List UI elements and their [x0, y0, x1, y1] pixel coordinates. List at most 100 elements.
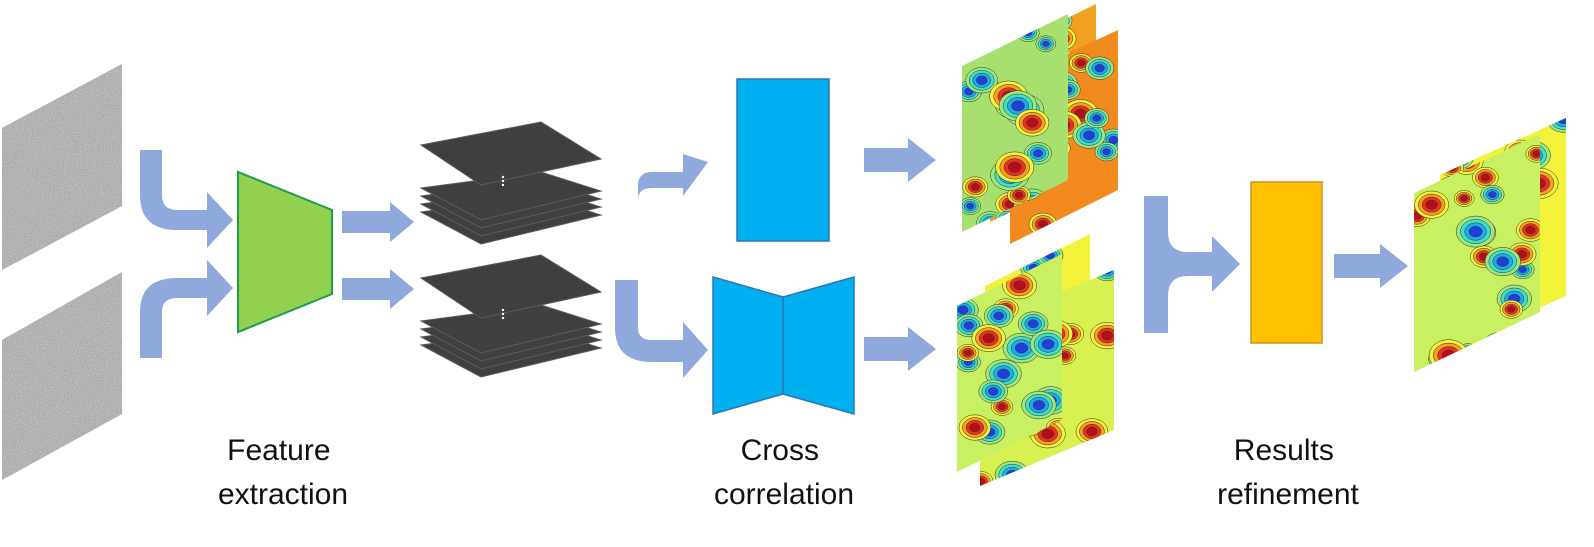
- contour-ring: [1024, 29, 1033, 37]
- contour-ring: [1446, 147, 1471, 167]
- arrow-merge-to-refinement: [1144, 196, 1240, 333]
- contour-ring: [1533, 331, 1558, 351]
- contour-ring: [1045, 251, 1055, 260]
- contour-ring: [969, 422, 981, 433]
- caption-line: refinement: [1217, 478, 1359, 511]
- contour-ring: [1090, 220, 1118, 244]
- results-refinement-label: Results refinement: [1217, 434, 1359, 511]
- contour-ring: [1033, 149, 1043, 158]
- feature-stack-bottom: [419, 254, 603, 378]
- arrow-curved-features-to-correlation-bottom: [615, 280, 708, 378]
- contour-ring: [1013, 280, 1026, 291]
- contour-ring: [1532, 150, 1540, 157]
- feature-extraction-label: Feature extraction: [218, 434, 348, 511]
- contour-ring: [971, 15, 989, 29]
- arrow-correlation-to-flow-top: [864, 138, 936, 182]
- contour-ring: [970, 183, 980, 191]
- contour-ring: [1557, 118, 1566, 124]
- flow-field-pair-bottom: [957, 234, 1114, 486]
- contour-ring: [1493, 350, 1506, 361]
- contour-ring: [957, 276, 977, 294]
- contour-ring: [1514, 118, 1534, 127]
- contour-ring: [1011, 479, 1028, 486]
- contour-ring: [957, 305, 969, 315]
- contour-ring: [1461, 347, 1476, 359]
- contour-ring: [969, 14, 991, 31]
- contour-ring: [1086, 479, 1096, 486]
- contour-ring: [993, 311, 1004, 321]
- contour-ring: [1425, 199, 1438, 210]
- contour-ring: [1556, 343, 1566, 352]
- contour-ring: [982, 333, 995, 344]
- contour-ring: [1092, 114, 1102, 122]
- contour-ring: [1473, 134, 1493, 151]
- contour-ring: [1086, 217, 1118, 244]
- caption-line: extraction: [218, 478, 348, 511]
- arrow-curved-features-to-correlation-top: [615, 154, 708, 232]
- contour-ring: [1440, 145, 1462, 166]
- contour-ring: [1489, 347, 1510, 364]
- contour-ring: [1492, 338, 1501, 346]
- input-image-top: [2, 64, 122, 270]
- contour-ring: [1511, 118, 1538, 130]
- contour-ring: [990, 4, 1029, 31]
- refinement-module-rect: [1250, 181, 1323, 344]
- contour-ring: [1496, 256, 1510, 267]
- contour-ring: [1554, 341, 1566, 352]
- contour-ring: [1440, 148, 1459, 164]
- contour-ring: [1076, 59, 1086, 67]
- contour-ring: [1043, 5, 1054, 14]
- contour-ring: [1445, 162, 1459, 174]
- contour-ring: [962, 36, 979, 59]
- contour-blobs: [957, 271, 1062, 471]
- flow-field-map: [957, 254, 1062, 472]
- contour-ring: [1444, 157, 1458, 169]
- contour-ring: [1021, 27, 1035, 39]
- feature-stack-top: [419, 121, 603, 245]
- contour-ring: [1094, 223, 1117, 242]
- contour-ring: [1013, 480, 1026, 486]
- contour-ring: [1094, 64, 1105, 73]
- vertical-ellipsis-icon: [501, 175, 505, 187]
- contour-ring: [1443, 151, 1455, 161]
- contour-ring: [1027, 319, 1039, 329]
- contour-ring: [1034, 4, 1063, 21]
- contour-ring: [976, 19, 984, 26]
- contour-ring: [966, 202, 975, 210]
- feature-encoder-trapezoid: [237, 170, 333, 334]
- flow-field-pair-top: [962, 4, 1118, 244]
- contour-ring: [1099, 270, 1114, 277]
- contour-ring: [1084, 476, 1099, 486]
- contour-ring: [1042, 40, 1050, 47]
- contour-ring: [1552, 339, 1566, 352]
- contour-ring: [988, 387, 999, 396]
- contour-ring: [1032, 400, 1046, 411]
- arrow-encoder-to-features-top: [342, 202, 414, 242]
- contour-ring: [1002, 15, 1027, 35]
- contour-ring: [1440, 142, 1466, 169]
- contour-ring: [980, 477, 985, 485]
- contour-ring: [1105, 459, 1114, 467]
- flow-field-map: [1414, 134, 1540, 372]
- contour-ring: [962, 33, 982, 62]
- caption-line: Results: [1234, 434, 1334, 467]
- contour-ring: [1098, 227, 1113, 239]
- contour-ring: [960, 281, 971, 290]
- contour-ring: [1041, 428, 1054, 439]
- contour-ring: [1485, 332, 1509, 352]
- contour-ring: [1507, 305, 1516, 313]
- contour-ring: [1015, 482, 1024, 486]
- contour-ring: [976, 75, 988, 85]
- contour-ring: [1002, 466, 1023, 483]
- contour-ring: [1523, 317, 1536, 327]
- caption-line: Feature: [227, 434, 330, 467]
- contour-ring: [1040, 4, 1057, 16]
- contour-ring: [1518, 266, 1527, 273]
- contour-ring: [1001, 9, 1016, 21]
- contour-ring: [1559, 345, 1566, 352]
- contour-ring: [962, 39, 975, 56]
- contour-ring: [1102, 457, 1114, 469]
- contour-ring: [1446, 159, 1456, 167]
- contour-ring: [1441, 349, 1456, 362]
- arrow-curved-bottom-to-encoder: [140, 260, 233, 358]
